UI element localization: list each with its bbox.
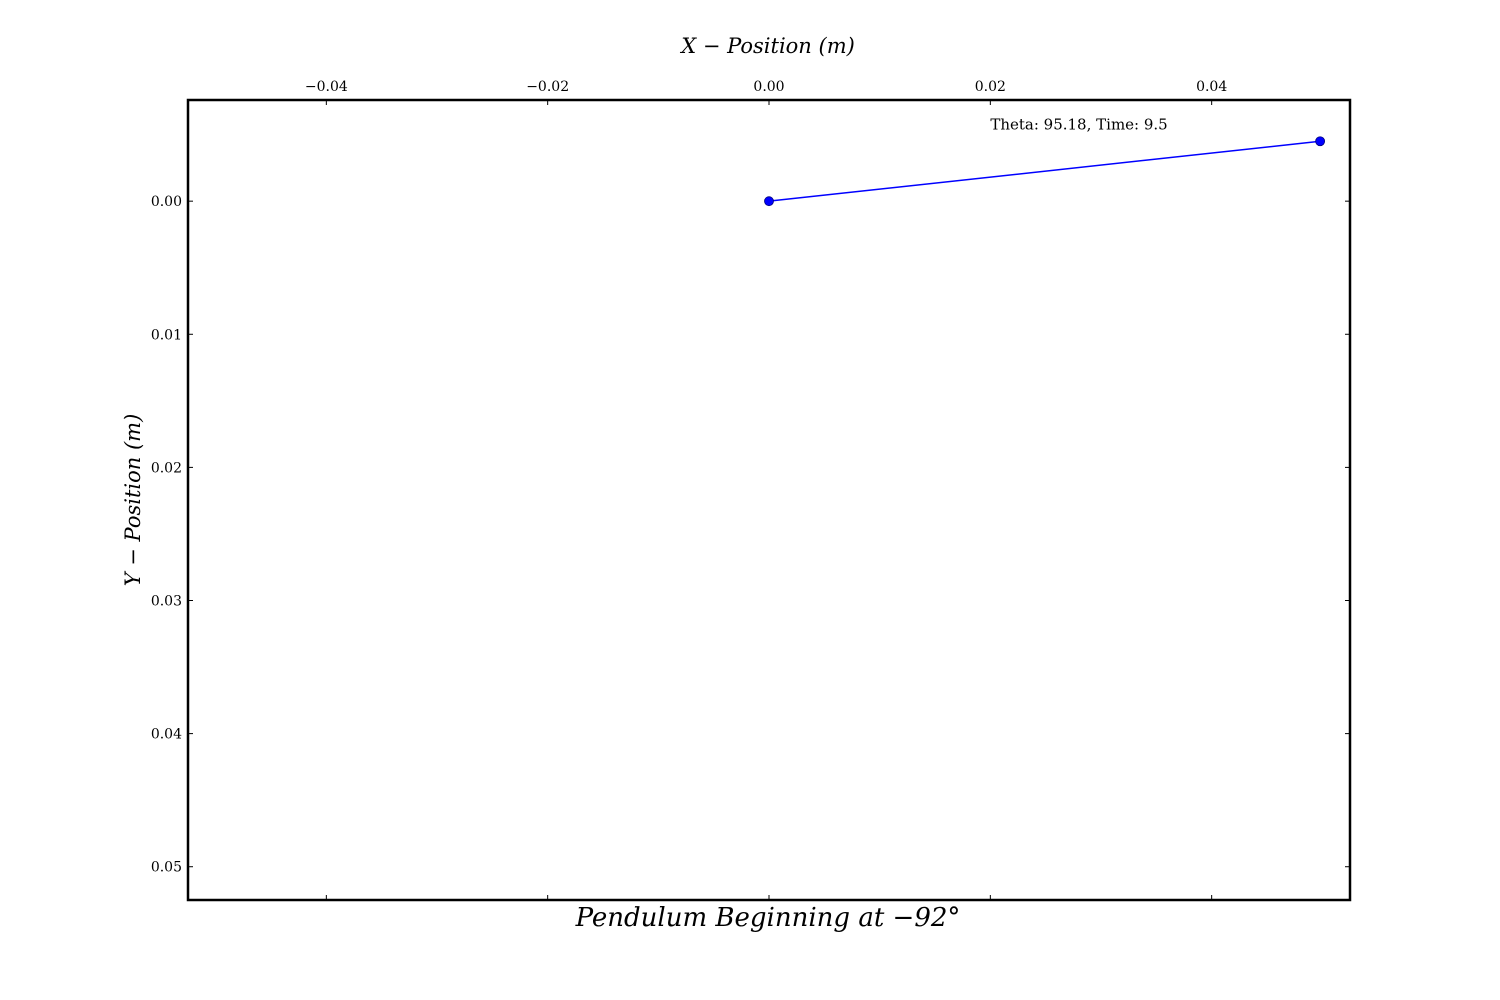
y-axis-label: Y − Position (m) — [121, 414, 145, 587]
chart-title: Pendulum Beginning at −92° — [575, 903, 961, 933]
plot-frame — [186, 98, 1352, 902]
plot-background — [188, 100, 1350, 900]
series-layer — [764, 136, 1326, 207]
y-tick-label: 0.04 — [151, 727, 182, 743]
x-tick-label: −0.02 — [526, 79, 569, 95]
y-tick-label: 0.00 — [151, 194, 182, 210]
x-tick-label: 0.02 — [975, 79, 1006, 95]
annotation-label: Theta: 95.18, Time: 9.5 — [990, 115, 1167, 133]
x-axis-label: X − Position (m) — [679, 34, 855, 58]
y-tick-label: 0.01 — [151, 327, 182, 343]
y-tick-label: 0.05 — [151, 860, 182, 876]
y-tick-label: 0.02 — [151, 460, 182, 476]
x-tick-label: 0.04 — [1196, 79, 1227, 95]
y-tick-label: 0.03 — [151, 593, 182, 609]
pendulum-rod-line — [768, 140, 1321, 202]
bob-point-marker — [1315, 136, 1326, 147]
x-tick-label: −0.04 — [305, 79, 348, 95]
pivot-point-marker — [764, 196, 774, 207]
x-tick-label: 0.00 — [753, 79, 784, 95]
tick-labels: −0.04 −0.02 0.00 0.02 0.04 0.00 0.01 0.02 0.03 0.… — [151, 79, 1228, 876]
